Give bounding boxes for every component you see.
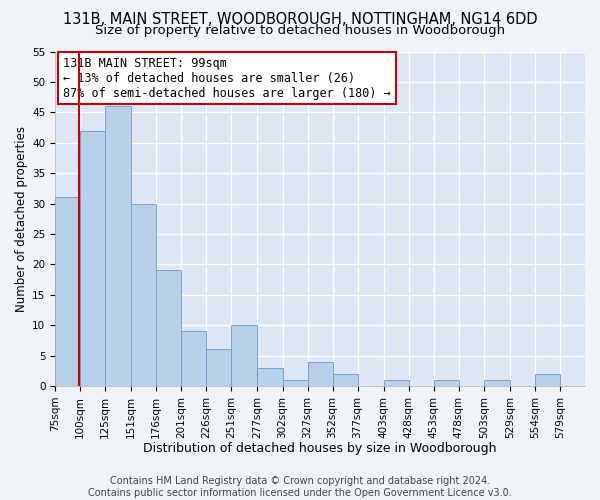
Text: 131B MAIN STREET: 99sqm
← 13% of detached houses are smaller (26)
87% of semi-de: 131B MAIN STREET: 99sqm ← 13% of detache… (63, 56, 391, 100)
Bar (257, 368, 283, 386)
Bar (181, 332, 206, 386)
Bar (232, 325, 257, 386)
Bar (105, 106, 131, 386)
Y-axis label: Number of detached properties: Number of detached properties (15, 126, 28, 312)
Bar (206, 350, 232, 386)
Bar (55, 198, 80, 386)
Bar (157, 270, 181, 386)
Bar (80, 130, 105, 386)
Bar (535, 374, 560, 386)
Text: 131B, MAIN STREET, WOODBOROUGH, NOTTINGHAM, NG14 6DD: 131B, MAIN STREET, WOODBOROUGH, NOTTINGH… (62, 12, 538, 28)
Bar (131, 204, 157, 386)
Text: Size of property relative to detached houses in Woodborough: Size of property relative to detached ho… (95, 24, 505, 37)
Bar (283, 380, 308, 386)
Bar (383, 380, 409, 386)
Text: Contains HM Land Registry data © Crown copyright and database right 2024.
Contai: Contains HM Land Registry data © Crown c… (88, 476, 512, 498)
X-axis label: Distribution of detached houses by size in Woodborough: Distribution of detached houses by size … (143, 442, 497, 455)
Bar (332, 374, 358, 386)
Bar (308, 362, 332, 386)
Bar (484, 380, 510, 386)
Bar (434, 380, 459, 386)
